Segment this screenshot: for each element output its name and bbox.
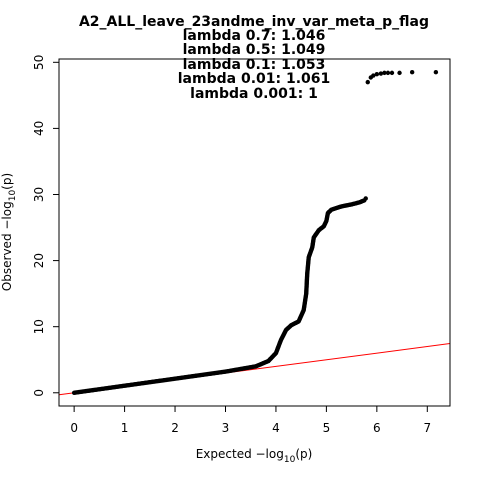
y-axis-label-prefix: Observed −log bbox=[0, 201, 14, 291]
y-axis-label: Observed −log10(p) bbox=[0, 173, 18, 291]
y-tick-label: 30 bbox=[32, 187, 46, 202]
x-tick-label: 1 bbox=[121, 421, 129, 435]
points-layer bbox=[71, 70, 439, 395]
x-axis-label-prefix: Expected −log bbox=[196, 447, 284, 461]
y-axis-label-subscript: 10 bbox=[8, 190, 18, 202]
x-axis-label-subscript: 10 bbox=[284, 455, 296, 465]
data-point bbox=[363, 196, 368, 201]
title-lambda-0-01: lambda 0.01: 1.061 bbox=[178, 71, 331, 87]
x-tick-label: 2 bbox=[171, 421, 179, 435]
x-tick-label: 4 bbox=[272, 421, 280, 435]
y-tick-label: 20 bbox=[32, 253, 46, 268]
data-point bbox=[389, 70, 395, 76]
data-point bbox=[397, 70, 402, 76]
x-axis-label-suffix: (p) bbox=[295, 447, 312, 461]
x-axis-label: Expected −log10(p) bbox=[196, 447, 313, 465]
y-axis: 0 10 20 30 40 50 bbox=[32, 55, 60, 397]
data-point bbox=[433, 70, 439, 75]
chart-title: A2_ALL_leave_23andme_inv_var_meta_p_flag… bbox=[79, 14, 429, 102]
y-tick-label: 10 bbox=[32, 319, 46, 334]
x-tick-label: 7 bbox=[423, 421, 431, 435]
title-lambda-0-001: lambda 0.001: 1 bbox=[190, 86, 318, 102]
plot-area bbox=[58, 58, 451, 407]
y-axis-label-suffix: (p) bbox=[0, 173, 14, 190]
x-tick-label: 5 bbox=[323, 421, 331, 435]
data-point bbox=[371, 73, 376, 78]
x-tick-label: 6 bbox=[373, 421, 381, 435]
title-lambda-0-1: lambda 0.1: 1.053 bbox=[183, 57, 326, 73]
data-point bbox=[382, 70, 387, 76]
data-point bbox=[409, 70, 415, 75]
data-point bbox=[374, 72, 380, 77]
title-main: A2_ALL_leave_23andme_inv_var_meta_p_flag bbox=[79, 14, 429, 30]
data-point bbox=[378, 71, 384, 76]
y-tick-label: 0 bbox=[32, 389, 46, 397]
data-point bbox=[385, 70, 391, 76]
data-point bbox=[365, 79, 370, 85]
x-tick-label: 0 bbox=[70, 421, 78, 435]
x-tick-label: 3 bbox=[222, 421, 230, 435]
title-lambda-0-7: lambda 0.7: 1.046 bbox=[183, 28, 326, 44]
x-axis: 0 1 2 3 4 5 6 7 bbox=[70, 405, 431, 435]
title-lambda-0-5: lambda 0.5: 1.049 bbox=[183, 42, 326, 58]
y-tick-label: 40 bbox=[32, 121, 46, 136]
y-tick-label: 50 bbox=[32, 55, 46, 70]
